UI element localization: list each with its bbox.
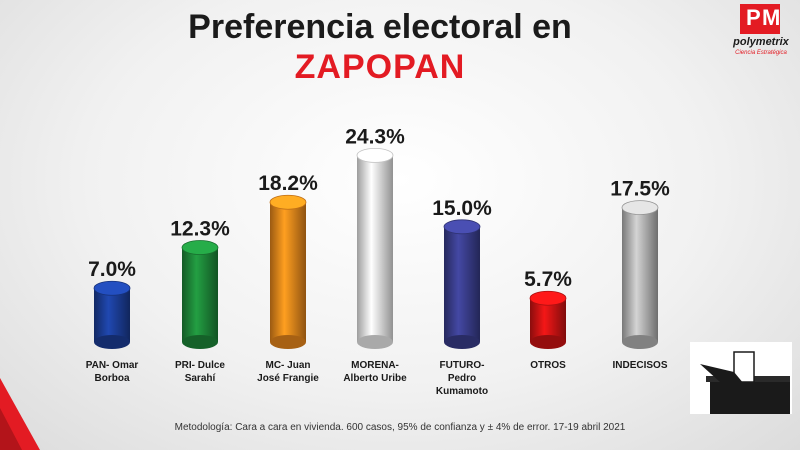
- ballot-box-icon: [690, 342, 792, 414]
- category-label-2-0: MC- Juan: [266, 360, 311, 371]
- logo-name: polymetrix: [733, 36, 789, 48]
- chart-title: Preferencia electoral en: [188, 8, 572, 46]
- bar-0: [93, 280, 131, 349]
- value-label-1: 12.3%: [170, 218, 230, 241]
- value-label-5: 5.7%: [524, 268, 572, 291]
- value-label-6: 17.5%: [610, 178, 670, 201]
- category-label-0-1: Borboa: [95, 373, 130, 384]
- corner-decoration: [0, 378, 40, 450]
- logo-tagline: Ciencia Estratégica: [735, 50, 787, 56]
- category-label-0-0: PAN- Omar: [86, 360, 139, 371]
- category-label-3-1: Alberto Uribe: [343, 373, 407, 384]
- category-label-3-0: MORENA-: [351, 360, 399, 371]
- bar-4: [443, 219, 481, 349]
- bar-5: [529, 290, 567, 349]
- value-label-2: 18.2%: [258, 172, 318, 195]
- category-label-6-0: INDECISOS: [612, 360, 667, 371]
- value-label-4: 15.0%: [432, 197, 492, 220]
- bar-1: [181, 240, 219, 349]
- chart-subtitle: ZAPOPAN: [294, 48, 466, 86]
- category-label-5-0: OTROS: [530, 360, 566, 371]
- category-label-1-0: PRI- Dulce: [175, 360, 225, 371]
- methodology-note: Metodología: Cara a cara en vivienda. 60…: [174, 422, 626, 433]
- category-label-4-2: Kumamoto: [436, 386, 488, 397]
- category-label-4-0: FUTURO-: [440, 360, 485, 371]
- value-label-0: 7.0%: [88, 258, 136, 281]
- category-label-1-1: Sarahí: [185, 373, 217, 384]
- category-label-2-1: José Frangie: [257, 373, 319, 384]
- category-label-4-1: Pedro: [448, 373, 476, 384]
- value-label-3: 24.3%: [345, 125, 405, 148]
- bar-2: [269, 194, 307, 349]
- bar-3: [356, 147, 394, 349]
- bar-6: [621, 200, 659, 349]
